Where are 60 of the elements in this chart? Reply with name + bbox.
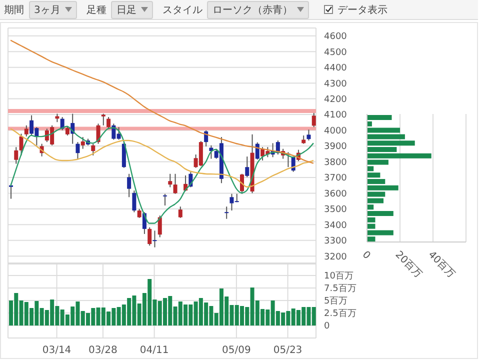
candlestick [127, 173, 132, 198]
y-tick-label: 2.5百万 [324, 309, 356, 320]
candlestick [65, 126, 70, 136]
text: 足種 [86, 4, 106, 16]
candlestick [178, 206, 182, 218]
x-tick-label: 05/23 [273, 345, 302, 356]
text: 3ヶ月 [29, 0, 78, 18]
text: ローソク（赤青） [207, 0, 310, 18]
y-tick-label: 3700 [324, 174, 348, 184]
y-tick-label: 5百万 [324, 296, 348, 307]
text: データ表示 [336, 4, 388, 16]
candlestick [76, 142, 80, 160]
x-tick-label: 04/11 [140, 345, 169, 356]
candlestick [152, 230, 157, 248]
candlestick [168, 173, 172, 188]
y-tick-label: 3600 [324, 189, 348, 200]
y-tick-label: 4100 [324, 110, 348, 121]
candlestick [245, 156, 250, 178]
x-tick-label: 03/28 [88, 345, 118, 356]
y-tick-label: 4500 [324, 48, 348, 58]
candlestick [101, 113, 106, 126]
y-tick-label: 3200 [324, 252, 348, 262]
y-tick-label: 4300 [324, 79, 348, 90]
candlestick [163, 193, 167, 206]
candlestick [24, 124, 28, 137]
y-tick-label: 3900 [324, 142, 348, 152]
x-tick-label: 0 [360, 249, 372, 262]
candlestick [106, 116, 111, 130]
candlestick [14, 146, 18, 164]
candlestick [158, 215, 162, 238]
y-tick-label: 4600 [324, 32, 348, 42]
line-series [10, 40, 314, 164]
y-tick-label: 10百万 [324, 272, 354, 282]
candlestick [80, 136, 85, 150]
y-tick-label: 4200 [324, 94, 348, 105]
candlestick [91, 143, 96, 156]
y-tick-label: 7.5百万 [324, 284, 356, 294]
y-tick-label: 4000 [324, 126, 348, 136]
y-tick-label: 0 [324, 322, 330, 332]
x-tick-label: 20百万 [392, 249, 424, 280]
candlestick [132, 190, 136, 213]
candlestick [148, 226, 152, 246]
candlestick [173, 173, 178, 194]
y-tick-label: 3500 [324, 205, 348, 216]
candlestick [224, 206, 229, 220]
y-tick-label: 3400 [324, 220, 348, 231]
x-tick-label: 03/14 [42, 345, 72, 356]
x-tick-label: 05/09 [222, 345, 251, 356]
y-tick-label: 4400 [324, 64, 348, 74]
y-tick-label: 3800 [324, 158, 348, 168]
candlestick [312, 112, 316, 128]
text: 期間 [4, 4, 24, 16]
text: 日足 [111, 0, 154, 18]
candlestick [306, 129, 311, 141]
x-tick-label: 40百万 [426, 249, 457, 280]
candlestick [19, 133, 24, 156]
candlestick [209, 144, 214, 160]
candlestick [122, 142, 126, 168]
text: スタイル [162, 4, 202, 16]
y-tick-label: 3300 [324, 236, 348, 247]
